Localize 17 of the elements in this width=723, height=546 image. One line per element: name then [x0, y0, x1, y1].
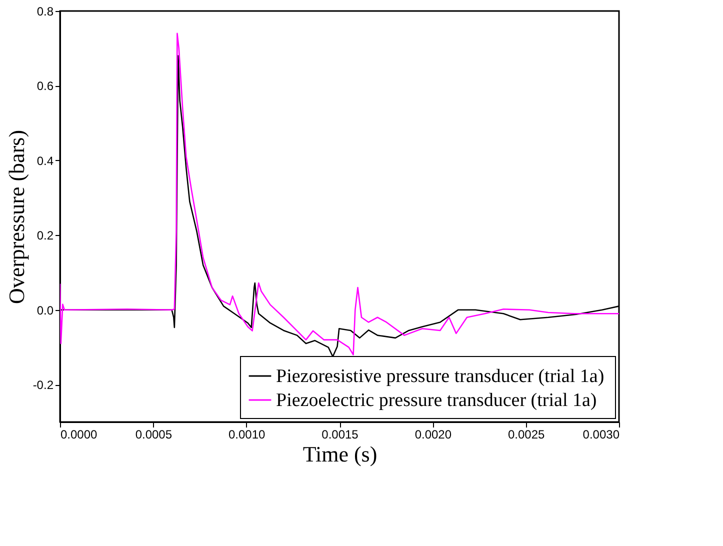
x-tick-label: 0.0020 [414, 428, 452, 442]
legend-label: Piezoelectric pressure transducer (trial 1a) [276, 390, 597, 411]
y-tick-label: 0.4 [36, 154, 54, 168]
x-tick-label: 0.0010 [228, 428, 266, 442]
y-tick-label: 0.8 [36, 4, 54, 18]
x-tick-label: 0.0030 [582, 428, 620, 442]
x-tick-label: 0.0005 [135, 428, 172, 442]
x-tick-label: 0.0025 [508, 428, 546, 442]
x-axis-title: Time (s) [302, 442, 378, 466]
y-tick-label: 0.6 [36, 79, 54, 94]
y-axis-title: Overpressure (bars) [4, 130, 29, 304]
x-tick-label: 0.0000 [60, 428, 98, 442]
y-tick-label: -0.2 [32, 378, 54, 392]
y-tick-label: 0.2 [36, 228, 54, 243]
y-tick-label: 0.0 [36, 303, 54, 318]
x-tick-label: 0.0015 [322, 428, 359, 442]
legend-label: Piezoresistive pressure transducer (trial 1a) [276, 366, 604, 387]
